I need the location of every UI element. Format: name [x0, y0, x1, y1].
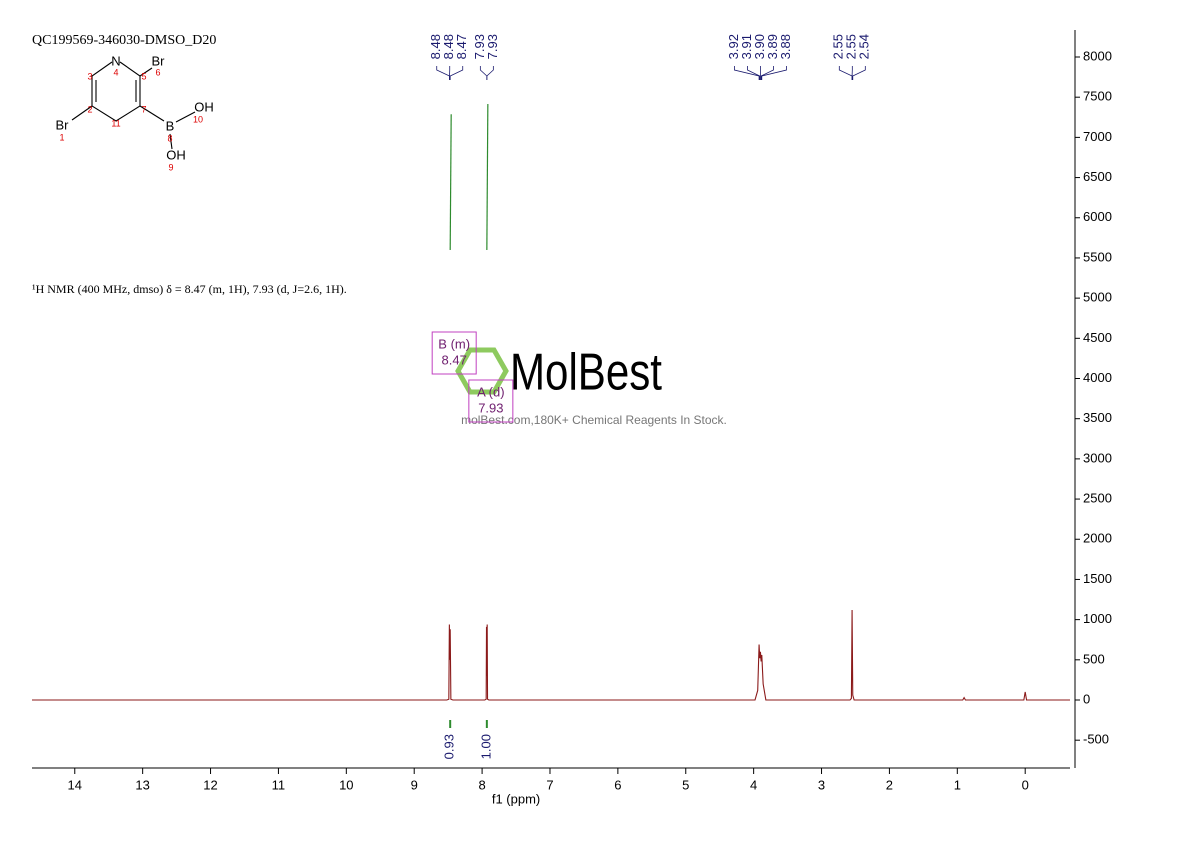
y-tick-label: 500	[1083, 651, 1105, 666]
atom-number: 4	[113, 67, 118, 77]
bond	[139, 105, 165, 122]
atom-number: 3	[87, 71, 92, 81]
x-tick-label: 11	[272, 777, 286, 792]
peak-label: 3.90	[752, 34, 767, 59]
peak-label: 8.48	[441, 34, 456, 59]
y-tick-label: 6500	[1083, 169, 1112, 184]
peak-marker	[479, 66, 488, 80]
peak-marker	[486, 66, 494, 80]
y-tick-label: 2000	[1083, 531, 1112, 546]
peak-label: 2.54	[857, 34, 872, 59]
y-tick-label: 7500	[1083, 89, 1112, 104]
bond	[71, 105, 93, 121]
multiplet-shift: 7.93	[478, 400, 503, 415]
atom-number: 1	[59, 132, 64, 142]
y-tick-label: 8000	[1083, 48, 1112, 63]
peak-marker	[449, 66, 464, 80]
multiplet-box	[431, 331, 477, 375]
atom-number: 9	[168, 162, 173, 172]
integral-curve	[449, 114, 452, 251]
x-tick-label: 8	[478, 777, 485, 792]
atom-number: 11	[111, 118, 120, 128]
atom: N	[111, 53, 120, 68]
y-tick-label: 4500	[1083, 330, 1112, 345]
atom-number: 10	[193, 114, 203, 124]
peak-marker	[436, 66, 450, 80]
x-tick-label: 9	[411, 777, 418, 792]
x-tick-label: 14	[68, 777, 82, 792]
chart-title: QC199569-346030-DMSO_D20	[32, 33, 216, 48]
peak-marker	[761, 66, 787, 80]
y-tick-label: 2500	[1083, 491, 1112, 506]
y-tick-label: 5000	[1083, 290, 1112, 305]
y-tick-label: 5500	[1083, 249, 1112, 264]
peak-label: 3.89	[765, 34, 780, 59]
atom: Br	[56, 117, 70, 132]
bond	[139, 67, 153, 77]
integral-label: 1.00	[478, 734, 493, 759]
atom-number: 2	[87, 104, 92, 114]
atom: OH	[166, 147, 186, 162]
peak-label: 3.91	[739, 34, 754, 59]
atom: Br	[152, 53, 166, 68]
x-tick-label: 4	[750, 777, 757, 792]
peak-label: 8.48	[428, 34, 443, 59]
x-tick-label: 6	[614, 777, 621, 792]
multiplet-box	[468, 379, 514, 423]
x-tick-label: 10	[339, 777, 353, 792]
multiplet-name: A (d)	[477, 384, 504, 399]
y-tick-label: 1000	[1083, 611, 1112, 626]
atom-number: 5	[141, 71, 146, 81]
bond	[169, 133, 173, 150]
x-axis-label: f1 (ppm)	[492, 791, 540, 806]
atom: B	[166, 118, 175, 133]
peak-marker	[838, 66, 853, 80]
x-tick-label: 3	[818, 777, 825, 792]
peak-label: 7.93	[472, 34, 487, 59]
structure	[71, 61, 196, 150]
atom: OH	[194, 99, 214, 114]
bond	[175, 111, 196, 123]
integral-curve	[486, 103, 489, 251]
peak-label: 7.93	[485, 34, 500, 59]
spectrum	[32, 609, 1070, 701]
x-tick-label: 0	[1022, 777, 1029, 792]
x-tick-label: 7	[546, 777, 553, 792]
multiplet-name: B (m)	[438, 336, 470, 351]
peak-marker	[734, 66, 760, 80]
peak-label: 2.55	[844, 34, 859, 59]
x-tick-label: 1	[954, 777, 961, 792]
x-tick-label: 2	[886, 777, 893, 792]
x-tick-label: 5	[682, 777, 689, 792]
watermark: MolBest molBest.com,180K+ Chemical Reage…	[455, 344, 727, 427]
peak-marker	[747, 66, 761, 80]
logo-text: MolBest	[510, 344, 662, 402]
peak-label: 2.55	[831, 34, 846, 59]
y-tick-label: 3500	[1083, 410, 1112, 425]
y-tick-label: 0	[1083, 691, 1090, 706]
watermark-text: molBest.com,180K+ Chemical Reagents In S…	[461, 413, 727, 427]
logo-icon	[455, 347, 509, 395]
y-tick-label: 4000	[1083, 370, 1112, 385]
atom-number: 6	[155, 67, 160, 77]
peak-marker	[760, 66, 774, 80]
peak-label: 8.47	[454, 34, 469, 59]
integral-label: 0.93	[442, 734, 457, 759]
peak-label: 3.92	[726, 34, 741, 59]
y-tick-label: -500	[1083, 732, 1109, 747]
y-tick-label: 6000	[1083, 209, 1112, 224]
atom-number: 7	[141, 104, 146, 114]
y-tick-label: 1500	[1083, 571, 1112, 586]
atom-number: 8	[167, 133, 172, 143]
x-tick-label: 13	[135, 777, 149, 792]
peak-marker	[852, 66, 866, 80]
annotation: ¹H NMR (400 MHz, dmso) δ = 8.47 (m, 1H),…	[32, 282, 347, 296]
y-tick-label: 3000	[1083, 450, 1112, 465]
y-tick-label: 7000	[1083, 129, 1112, 144]
x-tick-label: 12	[203, 777, 217, 792]
peak-label: 3.88	[778, 34, 793, 59]
multiplet-shift: 8.47	[442, 352, 467, 367]
